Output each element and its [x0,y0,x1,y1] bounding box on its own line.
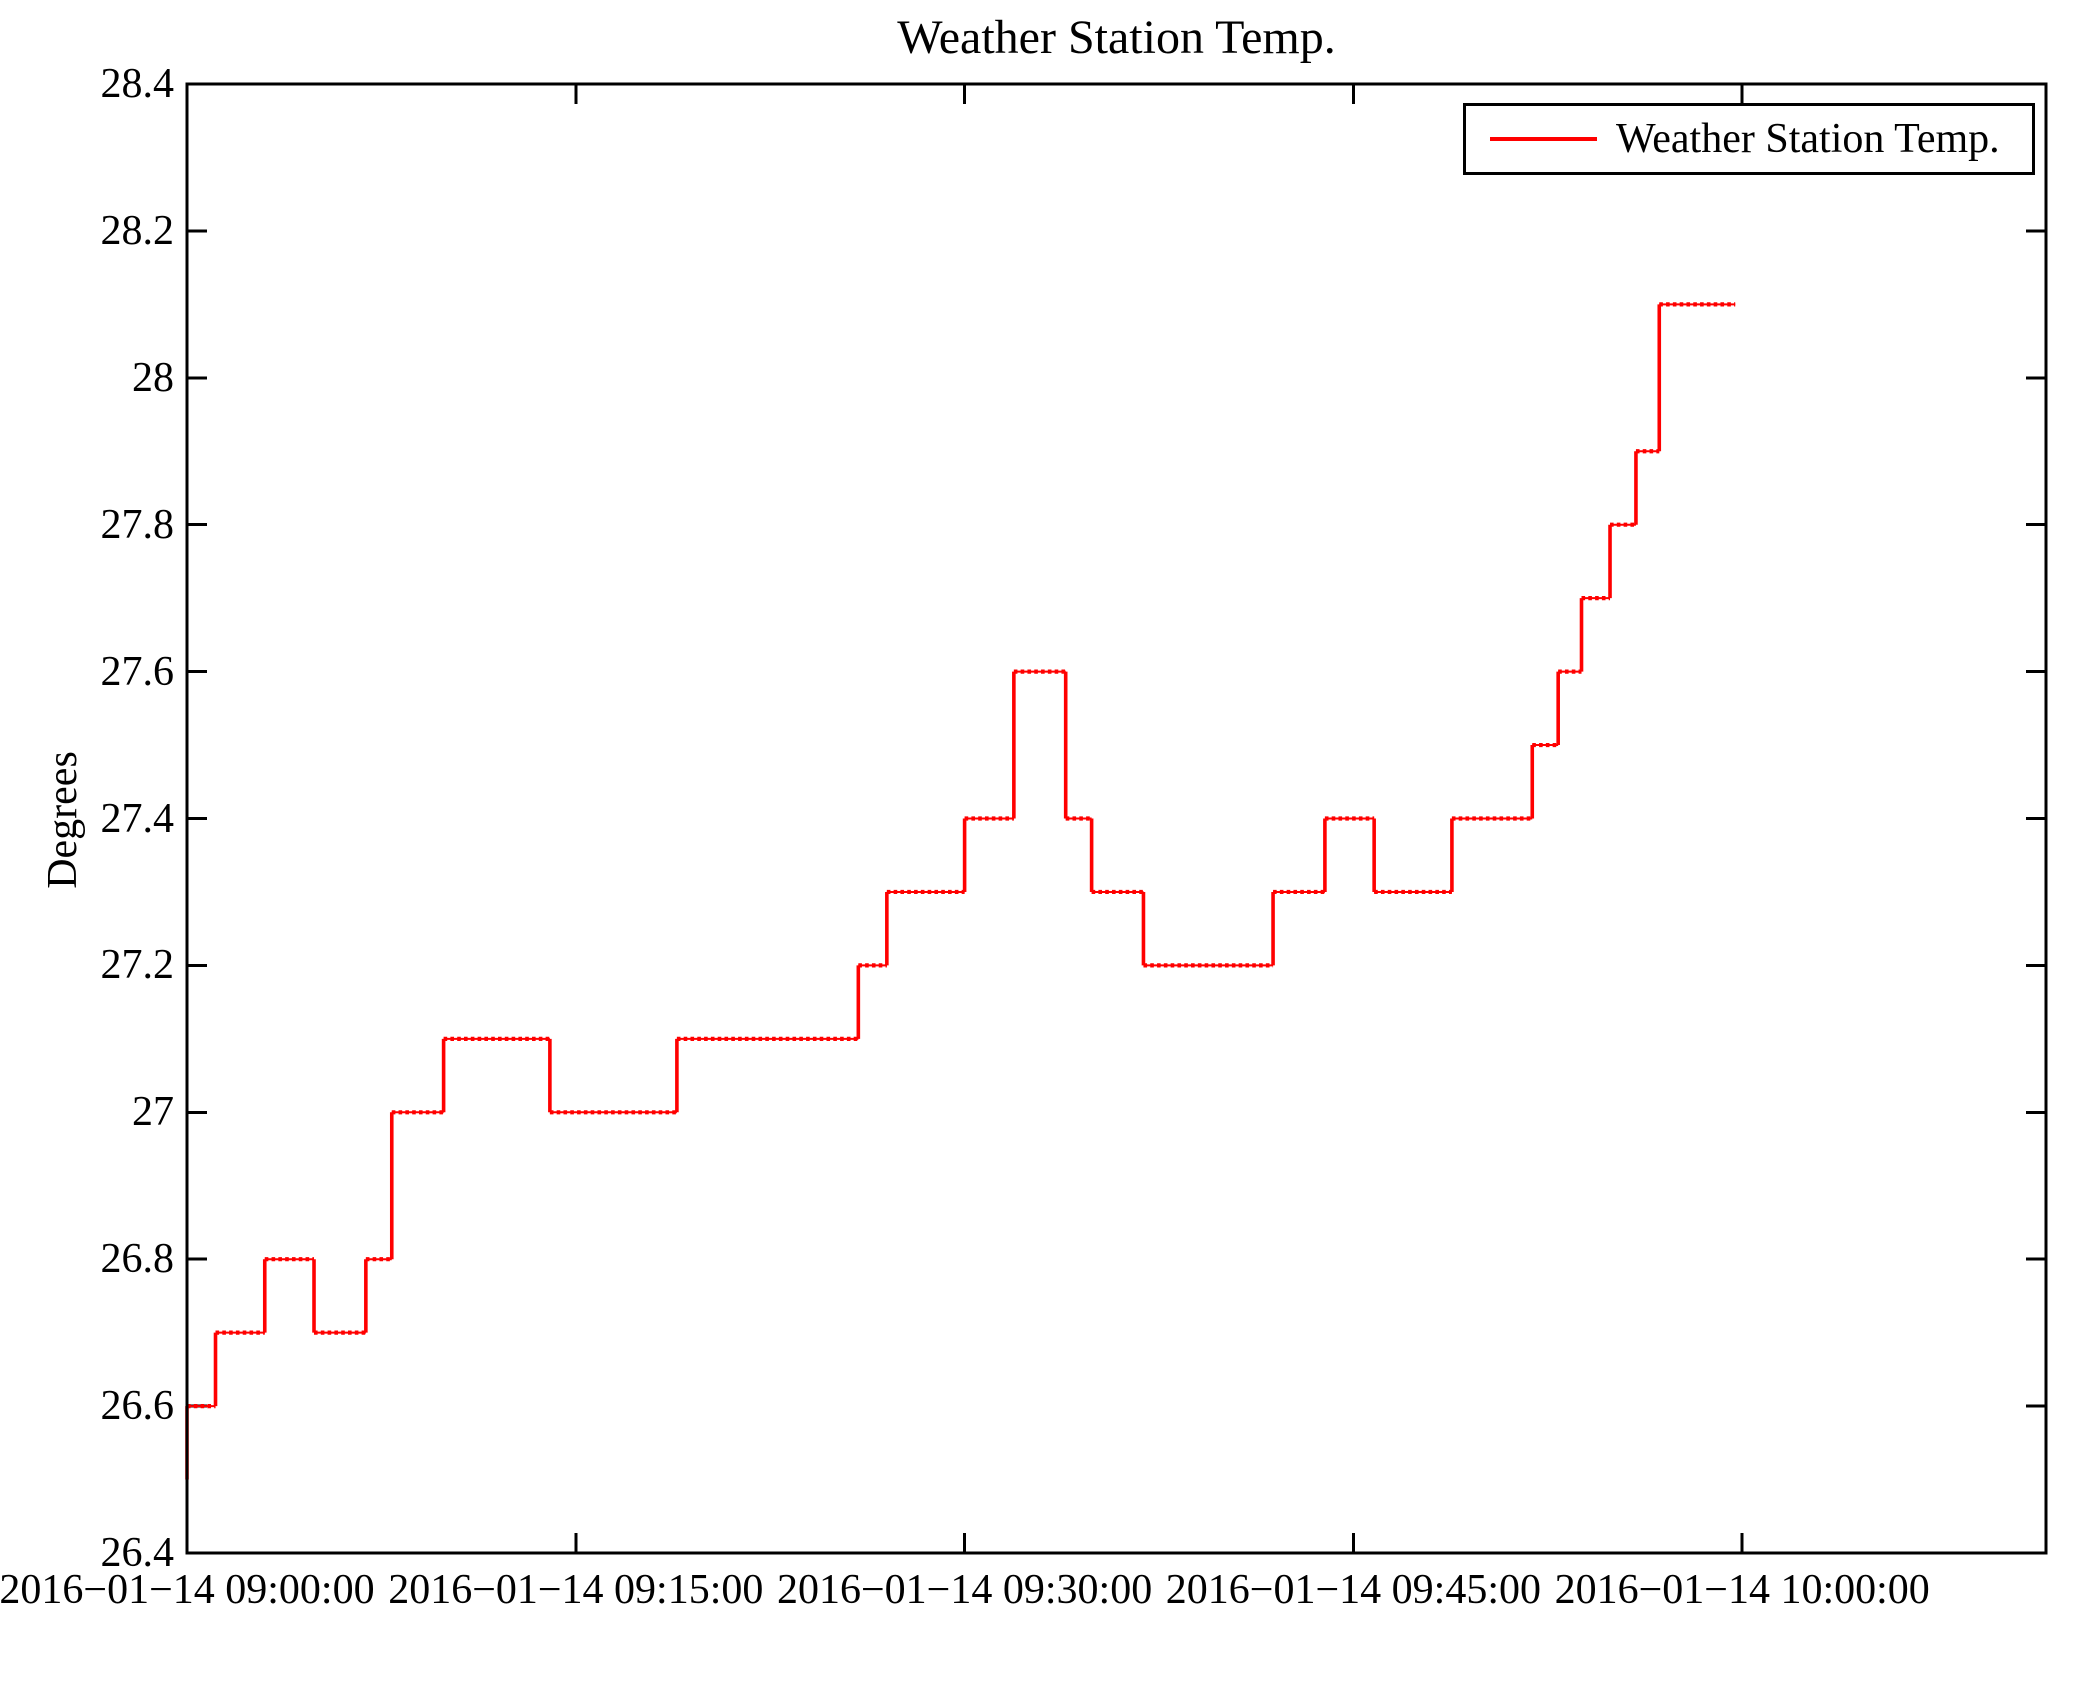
y-tick-label: 28.2 [100,207,175,254]
y-tick-label: 28.4 [100,61,175,107]
x-tick-label: 2016−01−14 09:30:00 [776,1567,1153,1613]
temperature-step-line [185,302,1736,1480]
legend: Weather Station Temp. [1463,103,2035,175]
y-tick-label: 27.2 [100,942,175,989]
x-tick-label: 2016−01−14 10:00:00 [1554,1567,1930,1613]
x-tick-label: 2016−01−14 09:00:00 [0,1567,375,1613]
y-tick-label: 26.4 [100,1530,175,1576]
axis-ticks [185,82,2046,1555]
chart-title: Weather Station Temp. [897,11,1336,64]
x-tick-label: 2016−01−14 09:15:00 [388,1567,764,1613]
x-tick-label: 2016−01−14 09:45:00 [1165,1567,1542,1613]
plot-frame [185,82,2048,1555]
legend-label: Weather Station Temp. [1616,116,2000,162]
y-tick-label: 26.6 [100,1383,175,1430]
legend-line-sample [1490,137,1597,141]
y-tick-label: 27 [132,1089,174,1136]
y-tick-label: 26.8 [100,1236,175,1283]
y-tick-label: 27.6 [100,648,175,695]
y-tick-label: 28 [132,354,174,401]
y-tick-label: 27.8 [100,501,175,548]
y-tick-label: 27.4 [100,795,175,842]
